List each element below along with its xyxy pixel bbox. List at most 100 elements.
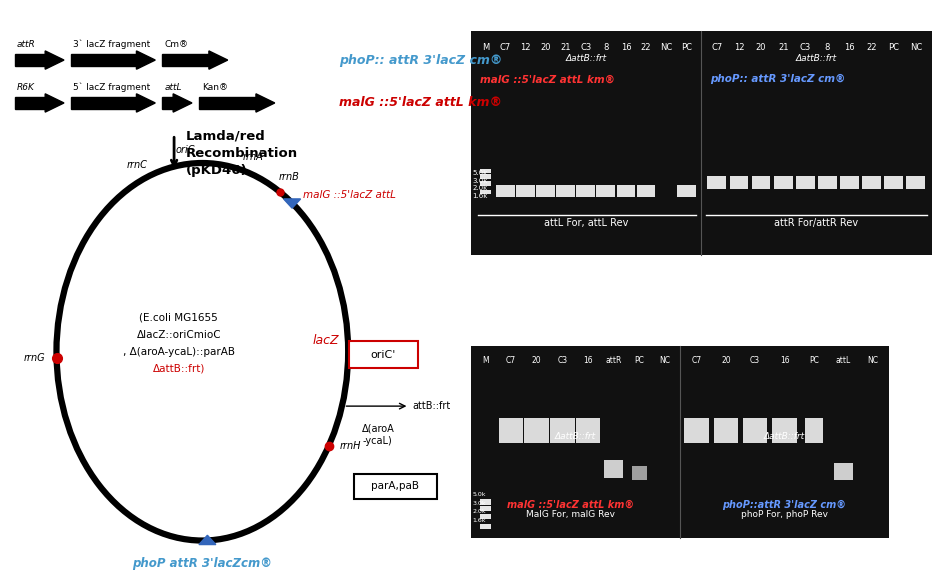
Polygon shape bbox=[45, 94, 64, 112]
Bar bbox=[862, 176, 881, 189]
Text: 8: 8 bbox=[603, 43, 609, 52]
Bar bbox=[162, 54, 209, 66]
Text: 16: 16 bbox=[583, 356, 593, 366]
Text: C3: C3 bbox=[750, 356, 760, 366]
Text: ΔattB::frt: ΔattB::frt bbox=[796, 54, 837, 63]
Text: NC: NC bbox=[660, 43, 672, 52]
Text: 21: 21 bbox=[561, 43, 571, 52]
Text: malG ::5'lacZ attL km®: malG ::5'lacZ attL km® bbox=[507, 499, 634, 510]
Bar bbox=[480, 524, 491, 529]
Bar bbox=[162, 97, 173, 109]
Text: PC: PC bbox=[634, 356, 645, 366]
Text: NC: NC bbox=[910, 43, 922, 52]
Text: 3.0k: 3.0k bbox=[472, 178, 487, 184]
Bar bbox=[796, 176, 815, 189]
Text: 20: 20 bbox=[756, 43, 766, 52]
Text: rrnG: rrnG bbox=[24, 353, 45, 363]
Bar bbox=[616, 185, 635, 197]
Polygon shape bbox=[45, 51, 64, 69]
Text: ΔattB::frt: ΔattB::frt bbox=[554, 432, 596, 440]
Bar bbox=[480, 169, 491, 173]
Text: attR For/attR Rev: attR For/attR Rev bbox=[774, 218, 858, 228]
Bar bbox=[743, 418, 768, 443]
Bar bbox=[499, 418, 523, 443]
Text: 3` lacZ fragment: 3` lacZ fragment bbox=[73, 39, 151, 49]
Bar bbox=[597, 185, 615, 197]
Text: 16: 16 bbox=[780, 356, 789, 366]
Text: 20: 20 bbox=[532, 356, 541, 366]
Bar bbox=[536, 185, 555, 197]
Text: C7: C7 bbox=[692, 356, 701, 366]
Text: C7: C7 bbox=[500, 43, 511, 52]
Bar bbox=[480, 499, 491, 505]
Bar bbox=[752, 176, 771, 189]
Bar bbox=[834, 463, 853, 480]
Bar bbox=[637, 185, 656, 197]
Text: rrnC: rrnC bbox=[127, 160, 148, 170]
Bar bbox=[71, 97, 136, 109]
Bar bbox=[604, 460, 623, 478]
Bar bbox=[15, 97, 45, 109]
Bar bbox=[516, 185, 534, 197]
Text: 21: 21 bbox=[778, 43, 789, 52]
Text: 20: 20 bbox=[540, 43, 550, 52]
Bar bbox=[773, 418, 797, 443]
Text: , Δ(aroA-ycaL)::parAB: , Δ(aroA-ycaL)::parAB bbox=[122, 347, 235, 357]
Bar bbox=[818, 176, 837, 189]
Bar bbox=[480, 174, 491, 179]
Text: NC: NC bbox=[660, 356, 671, 366]
Text: MalG For, malG Rev: MalG For, malG Rev bbox=[526, 510, 615, 519]
Text: C7: C7 bbox=[506, 356, 516, 366]
Text: 16: 16 bbox=[844, 43, 854, 52]
Text: 2.0k: 2.0k bbox=[472, 510, 486, 514]
Text: R6K: R6K bbox=[17, 82, 35, 92]
Bar bbox=[496, 185, 515, 197]
Polygon shape bbox=[199, 535, 215, 545]
Text: 22: 22 bbox=[867, 43, 877, 52]
Bar bbox=[684, 418, 709, 443]
Text: M: M bbox=[482, 43, 489, 52]
Bar bbox=[470, 346, 889, 538]
Bar bbox=[15, 54, 45, 66]
Text: Δ(aroA
-ycaL): Δ(aroA -ycaL) bbox=[362, 424, 395, 446]
Bar bbox=[576, 185, 596, 197]
Text: phoP For, phoP Rev: phoP For, phoP Rev bbox=[742, 510, 828, 519]
Text: 2.0k: 2.0k bbox=[472, 185, 487, 191]
Text: C7: C7 bbox=[711, 43, 723, 52]
Text: C3: C3 bbox=[557, 356, 567, 366]
Text: Kan®: Kan® bbox=[202, 82, 229, 92]
Bar bbox=[199, 97, 256, 109]
Text: parA,paB: parA,paB bbox=[371, 481, 420, 491]
Bar bbox=[480, 181, 491, 186]
Text: phoP:: attR 3'lacZ cm®: phoP:: attR 3'lacZ cm® bbox=[710, 74, 846, 85]
Text: Lamda/red
Recombination
(pKD46): Lamda/red Recombination (pKD46) bbox=[185, 129, 297, 177]
Text: malG ::5'lacZ attL km®: malG ::5'lacZ attL km® bbox=[480, 74, 614, 84]
Text: 5` lacZ fragment: 5` lacZ fragment bbox=[73, 82, 151, 92]
Text: oriC: oriC bbox=[176, 145, 195, 155]
FancyBboxPatch shape bbox=[354, 474, 437, 499]
Bar bbox=[480, 190, 491, 194]
Text: 3.0k: 3.0k bbox=[472, 501, 486, 506]
Text: M: M bbox=[482, 356, 488, 366]
Text: C3: C3 bbox=[581, 43, 591, 52]
Bar bbox=[470, 31, 932, 255]
Text: attR: attR bbox=[606, 356, 622, 366]
Bar bbox=[708, 176, 726, 189]
Text: attL For, attL Rev: attL For, attL Rev bbox=[544, 218, 628, 228]
Text: rrnA: rrnA bbox=[242, 152, 263, 162]
Text: phoP attR 3'lacZcm®: phoP attR 3'lacZcm® bbox=[133, 557, 272, 570]
Text: PC: PC bbox=[809, 356, 819, 366]
Text: attR: attR bbox=[17, 39, 36, 49]
Bar bbox=[632, 466, 647, 480]
Text: ΔattB::frt): ΔattB::frt) bbox=[152, 364, 205, 374]
Bar bbox=[713, 418, 738, 443]
Text: attL: attL bbox=[836, 356, 851, 366]
Text: 12: 12 bbox=[520, 43, 531, 52]
Polygon shape bbox=[173, 94, 192, 112]
Text: attL: attL bbox=[165, 82, 183, 92]
FancyBboxPatch shape bbox=[349, 341, 418, 368]
Text: ΔlacZ::oriCmioC: ΔlacZ::oriCmioC bbox=[136, 329, 221, 340]
Bar bbox=[576, 418, 600, 443]
Text: rrnB: rrnB bbox=[279, 172, 299, 182]
Text: 1.6k: 1.6k bbox=[472, 193, 487, 198]
